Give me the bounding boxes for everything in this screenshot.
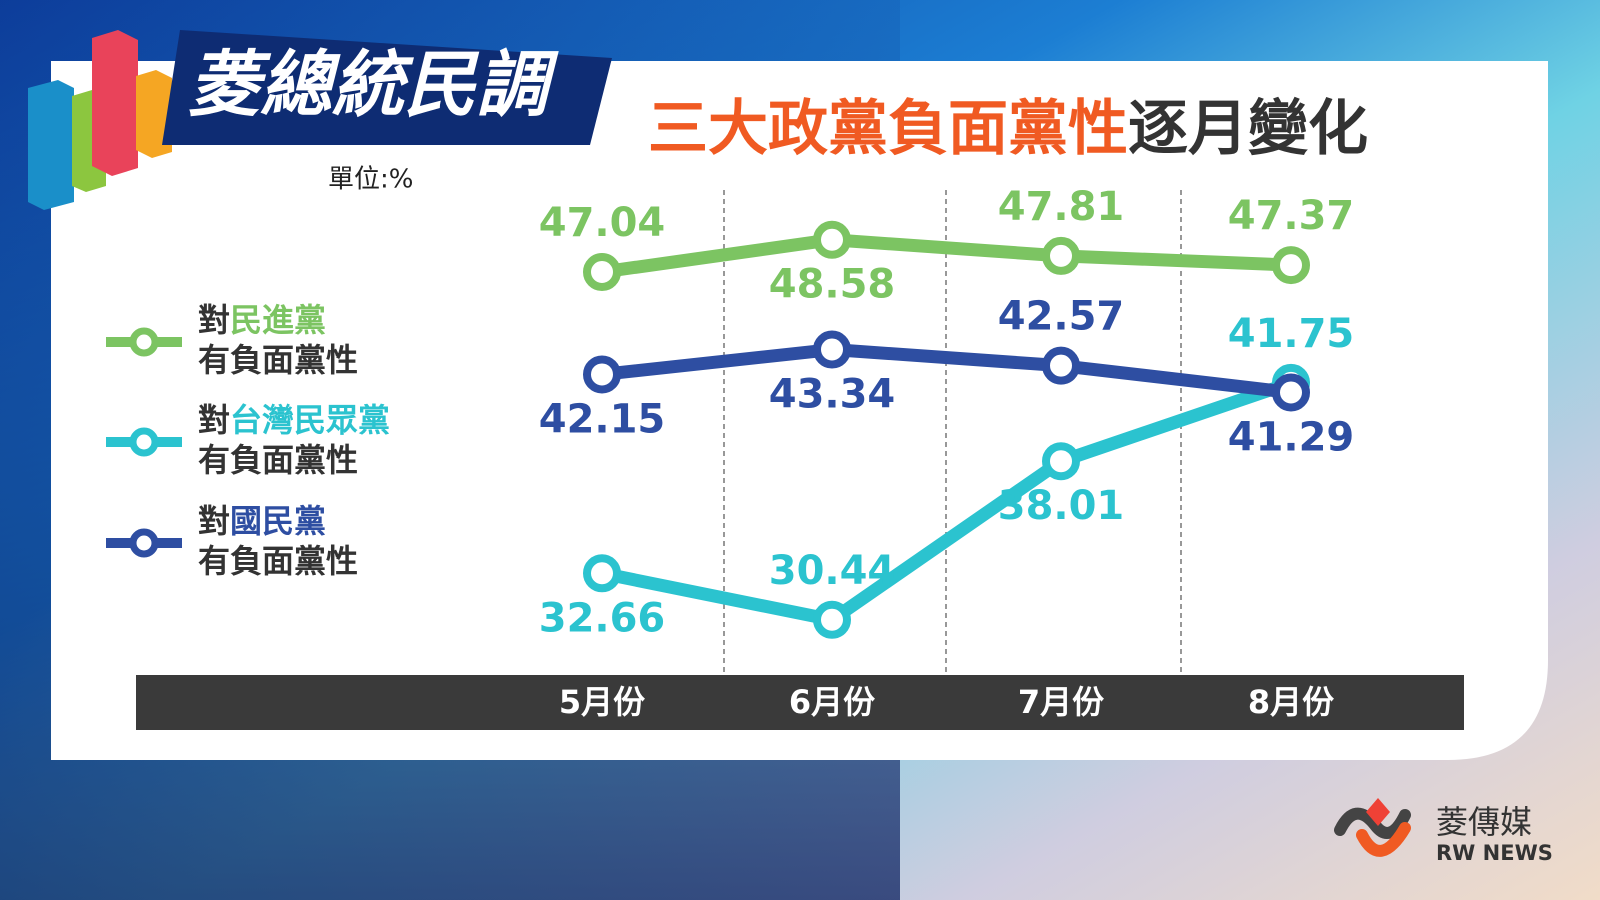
value-label: 47.04 <box>539 200 666 246</box>
value-label: 42.15 <box>539 396 666 442</box>
series-line <box>600 376 1294 627</box>
logo-bars <box>28 30 172 210</box>
legend-name: 民進黨 <box>230 301 326 339</box>
legend-marker <box>129 327 159 357</box>
title-rest: 逐月變化 <box>1128 94 1368 164</box>
point <box>583 355 621 394</box>
value-label: 32.66 <box>539 595 666 641</box>
value-label: 47.81 <box>998 184 1125 230</box>
logo-text: 菱總統民調 <box>188 43 559 127</box>
brand-logo <box>1334 798 1411 857</box>
value-label: 42.57 <box>998 294 1125 340</box>
series-line <box>601 233 1292 279</box>
value-label: 48.58 <box>769 262 896 308</box>
title-highlight: 三大政黨負面黨性 <box>648 94 1128 164</box>
point <box>1042 236 1080 275</box>
value-label: 30.44 <box>769 548 896 594</box>
value-label: 41.75 <box>1228 311 1355 357</box>
series-line <box>601 343 1292 399</box>
legend-marker <box>129 427 159 457</box>
x-tick-label: 5月份 <box>559 683 645 721</box>
point <box>583 554 621 593</box>
legend-suffix: 有負面黨性 <box>198 441 358 479</box>
legend-label: 對國民黨 <box>198 502 326 540</box>
legend-name: 台灣民眾黨 <box>230 401 390 439</box>
x-tick-label: 6月份 <box>789 683 875 721</box>
point <box>1272 246 1310 285</box>
legend-prefix: 對 <box>198 401 230 439</box>
point <box>1042 346 1080 385</box>
legend-name: 國民黨 <box>230 502 326 540</box>
legend-prefix: 對 <box>198 301 230 339</box>
point <box>813 600 851 639</box>
legend-label: 對民進黨 <box>198 301 326 339</box>
point <box>813 220 851 259</box>
legend-label: 對台灣民眾黨 <box>198 401 390 439</box>
legend-suffix: 有負面黨性 <box>198 341 358 379</box>
point <box>1272 373 1310 412</box>
point <box>1042 442 1080 481</box>
chart-title: 三大政黨負面黨性逐月變化 <box>648 94 1368 164</box>
brand-en: RW NEWS <box>1436 841 1553 865</box>
x-axis-bar <box>136 675 1464 730</box>
logo-banner <box>162 30 612 145</box>
legend-marker <box>129 528 159 558</box>
panel <box>51 61 1548 760</box>
unit-label: 單位:% <box>328 165 413 195</box>
legend-prefix: 對 <box>198 502 230 540</box>
brand: 菱傳媒 <box>1436 803 1532 841</box>
x-tick-label: 7月份 <box>1018 683 1104 721</box>
legend-suffix: 有負面黨性 <box>198 542 358 580</box>
value-label: 41.29 <box>1228 414 1355 460</box>
value-label: 47.37 <box>1228 193 1355 239</box>
x-tick-label: 8月份 <box>1248 683 1334 721</box>
value-label: 38.01 <box>998 483 1125 529</box>
point <box>813 330 851 369</box>
point <box>583 253 621 292</box>
value-label: 43.34 <box>769 372 896 418</box>
